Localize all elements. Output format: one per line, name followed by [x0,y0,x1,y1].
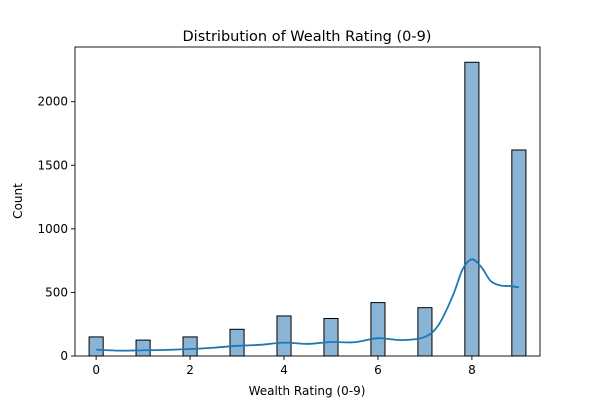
bar-5 [323,317,339,357]
y-tick-label-500: 500 [45,285,68,299]
bar-2 [182,336,198,357]
bar-7 [417,307,433,357]
chart-title: Distribution of Wealth Rating (0-9) [183,29,432,45]
bar-9 [511,149,527,357]
x-tick-label-4: 4 [280,363,288,377]
y-axis-label: Count [11,183,25,219]
bar-8 [464,61,480,357]
y-tick-label-2000: 2000 [37,95,68,109]
bar-3 [229,328,245,357]
y-tick-label-1000: 1000 [37,222,68,236]
y-tick-label-0: 0 [60,349,68,363]
x-tick-label-8: 8 [468,363,476,377]
y-tick-label-1500: 1500 [37,158,68,172]
plot-frame [74,46,541,357]
bar-4 [276,315,292,357]
x-tick-label-0: 0 [92,363,100,377]
x-axis-label: Wealth Rating (0-9) [249,384,366,398]
plot-area: 0 2 4 6 8 0 500 1000 1500 2000 [37,46,541,377]
bar-1 [135,339,151,357]
x-tick-label-6: 6 [374,363,382,377]
bar-6 [370,302,386,357]
bar-0 [88,336,104,357]
x-tick-label-2: 2 [186,363,194,377]
kde-curve [96,258,519,352]
